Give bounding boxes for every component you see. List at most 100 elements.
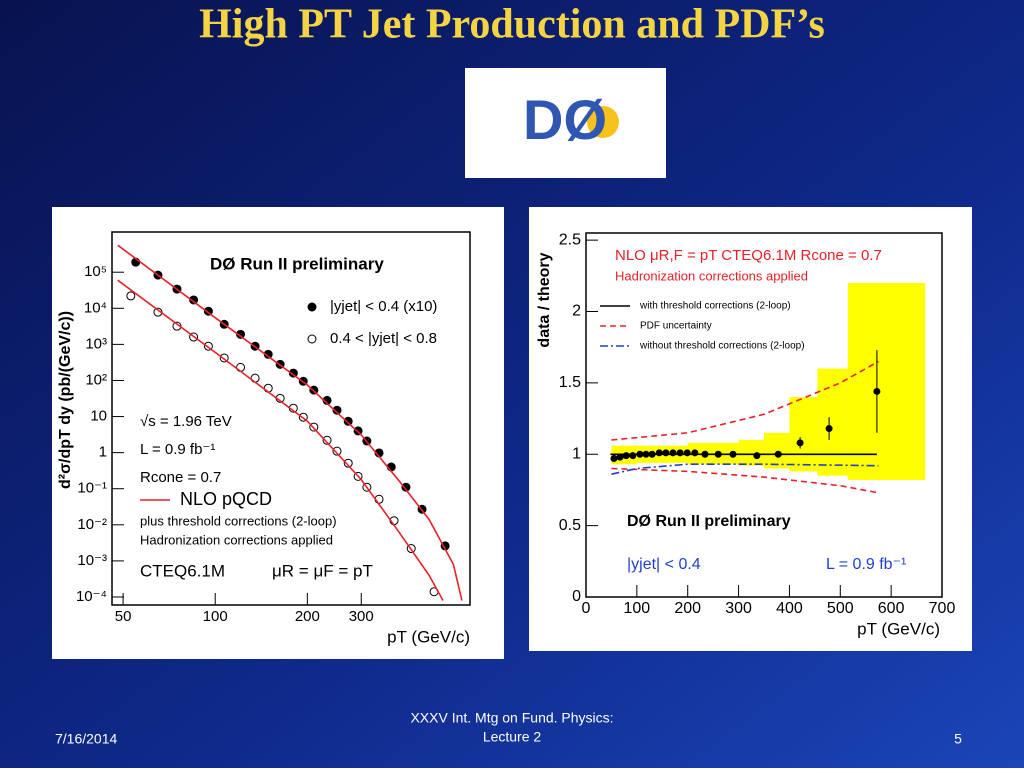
y-tick-label: 1 — [572, 445, 581, 462]
legend-label: PDF uncertainty — [640, 321, 712, 332]
data-point — [629, 452, 637, 460]
logo-star — [587, 106, 619, 138]
x-axis-label: pT (GeV/c) — [387, 627, 470, 646]
footer-center: XXXV Int. Mtg on Fund. Physics: — [410, 710, 613, 726]
data-point — [683, 449, 691, 457]
data-point — [189, 295, 199, 305]
data-point — [636, 450, 644, 458]
x-tick-label: 600 — [878, 600, 905, 617]
data-point — [714, 450, 722, 458]
x-tick-label: 400 — [776, 600, 803, 617]
data-point — [288, 368, 298, 378]
x-tick-label: 500 — [827, 600, 854, 617]
uncertainty-band — [847, 282, 926, 480]
data-point — [648, 450, 656, 458]
uncertainty-band — [764, 432, 790, 469]
legend-label: with threshold corrections (2-loop) — [639, 301, 791, 312]
x-tick-label: 300 — [725, 600, 752, 617]
y-tick-label: 10³ — [85, 335, 107, 352]
y-tick-label: 0.5 — [559, 517, 581, 534]
data-point — [669, 449, 677, 457]
annotation: DØ Run II preliminary — [210, 254, 384, 273]
data-point — [322, 435, 332, 445]
data-point — [610, 455, 618, 463]
annotation: DØ Run II preliminary — [627, 513, 791, 530]
annotation: Hadronization corrections applied — [615, 268, 808, 283]
annotation: L = 0.9 fb⁻¹ — [826, 556, 906, 573]
legend-label: NLO pQCD — [180, 489, 272, 509]
annotation: Hadronization corrections applied — [140, 532, 333, 547]
data-point — [332, 446, 342, 456]
x-tick-label: 100 — [624, 600, 651, 617]
plot-area — [610, 282, 926, 494]
data-point — [332, 405, 342, 415]
x-tick-label: 700 — [929, 600, 956, 617]
x-tick-label: 0 — [582, 600, 591, 617]
x-tick-label: 200 — [674, 600, 701, 617]
y-tick-label: 2.5 — [559, 231, 581, 248]
data-point — [622, 452, 630, 460]
data-point — [343, 416, 353, 426]
data-point — [401, 482, 411, 492]
data-point — [774, 450, 782, 458]
data-point — [796, 439, 804, 447]
curve — [611, 467, 879, 494]
data-point — [676, 449, 684, 457]
y-tick-label: 2 — [572, 303, 581, 320]
x-tick-label: 300 — [349, 608, 374, 625]
y-tick-label: 1.5 — [559, 374, 581, 391]
data-point — [655, 449, 663, 457]
plot-frame — [585, 232, 943, 598]
y-tick-label: 10⁻⁴ — [76, 588, 107, 605]
legend-marker — [307, 302, 317, 312]
data-point — [873, 387, 881, 395]
page-number: 5 — [954, 731, 962, 747]
legend-label: |yjet| < 0.4 (x10) — [330, 298, 437, 315]
annotation: CTEQ6.1M — [140, 561, 225, 580]
x-tick-label: 100 — [203, 608, 228, 625]
annotation: |yjet| < 0.4 — [627, 556, 701, 573]
data-point — [701, 450, 709, 458]
y-axis-label: data / theory — [536, 252, 553, 347]
data-point — [662, 449, 670, 457]
annotation: NLO μR,F = pT CTEQ6.1M Rcone = 0.7 — [615, 247, 882, 264]
y-tick-label: 1 — [99, 444, 107, 461]
annotation: plus threshold corrections (2-loop) — [140, 513, 337, 528]
data-point — [343, 458, 353, 468]
slide-title: High PT Jet Production and PDF’s — [199, 2, 825, 48]
plot-frame — [111, 231, 471, 606]
uncertainty-band — [789, 397, 818, 472]
curve — [117, 244, 463, 601]
y-tick-label: 10⁻² — [77, 516, 107, 533]
y-tick-label: 0 — [572, 588, 581, 605]
uncertainty-band — [817, 368, 848, 476]
footer-center: Lecture 2 — [483, 729, 542, 745]
annotation: √s = 1.96 TeV — [140, 413, 232, 430]
annotation: Rcone = 0.7 — [140, 469, 221, 486]
annotation: L = 0.9 fb⁻¹ — [140, 441, 215, 458]
legend-label: 0.4 < |yjet| < 0.8 — [330, 330, 437, 347]
data-point — [126, 291, 136, 301]
x-tick-label: 50 — [115, 608, 132, 625]
annotation: μR = μF = pT — [272, 561, 373, 580]
y-tick-label: 10 — [90, 408, 107, 425]
y-tick-label: 10⁻¹ — [77, 480, 107, 497]
data-point — [616, 453, 624, 461]
data-point — [753, 452, 761, 460]
plot-area — [117, 244, 463, 601]
legend-label: without threshold corrections (2-loop) — [639, 341, 805, 352]
x-axis-label: pT (GeV/c) — [857, 619, 940, 638]
y-tick-label: 10⁻³ — [77, 552, 107, 569]
uncertainty-band — [738, 439, 764, 466]
data-point — [729, 450, 737, 458]
curve — [117, 279, 444, 601]
y-tick-label: 10² — [85, 371, 107, 388]
data-point — [236, 329, 246, 339]
data-point — [825, 425, 833, 433]
data-point — [691, 449, 699, 457]
y-tick-label: 10⁵ — [84, 263, 107, 280]
curve — [611, 463, 879, 475]
chart-panel — [52, 207, 504, 659]
data-point — [642, 450, 650, 458]
